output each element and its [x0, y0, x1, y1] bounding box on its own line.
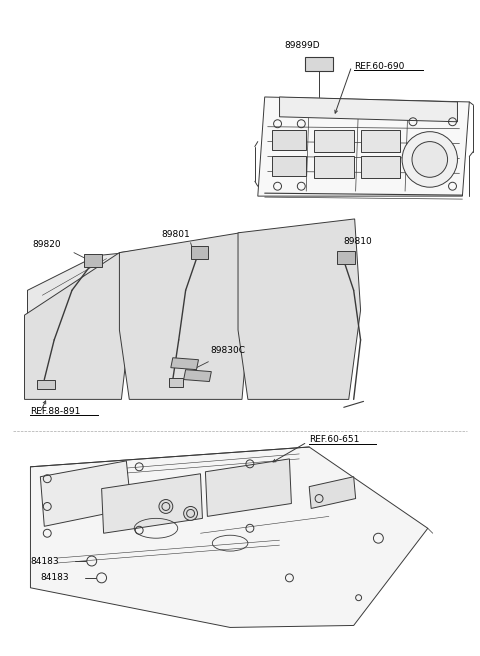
Polygon shape	[120, 239, 248, 330]
Polygon shape	[24, 253, 129, 400]
Polygon shape	[238, 219, 360, 400]
Polygon shape	[27, 253, 139, 340]
Text: REF.60-651: REF.60-651	[309, 435, 360, 444]
Polygon shape	[238, 229, 354, 330]
Bar	[305, 57, 333, 72]
Circle shape	[402, 132, 457, 187]
Circle shape	[412, 142, 447, 177]
Text: REF.88-891: REF.88-891	[30, 407, 81, 417]
Polygon shape	[30, 447, 428, 627]
Text: 89830C: 89830C	[210, 346, 245, 355]
Bar	[314, 157, 354, 178]
Circle shape	[159, 499, 173, 514]
Bar	[84, 254, 102, 266]
Bar	[37, 380, 55, 390]
Text: 84183: 84183	[30, 556, 59, 565]
Circle shape	[184, 506, 197, 520]
Text: 89801: 89801	[161, 230, 190, 239]
Polygon shape	[102, 474, 203, 533]
Polygon shape	[309, 477, 356, 508]
Bar	[191, 246, 208, 258]
Polygon shape	[279, 97, 457, 122]
Text: 84183: 84183	[40, 573, 69, 583]
Bar	[360, 157, 400, 178]
Text: 89810: 89810	[344, 237, 372, 246]
Bar	[272, 157, 306, 176]
Bar	[272, 130, 306, 150]
Polygon shape	[258, 97, 469, 196]
Bar	[169, 378, 183, 386]
Text: 89899D: 89899D	[285, 41, 320, 51]
Text: 89820: 89820	[33, 239, 61, 249]
Bar	[314, 130, 354, 152]
Polygon shape	[171, 358, 199, 369]
Bar	[360, 130, 400, 152]
Polygon shape	[205, 459, 291, 516]
Bar	[337, 251, 355, 264]
Polygon shape	[120, 233, 248, 400]
Polygon shape	[40, 461, 131, 526]
Text: REF.60-690: REF.60-690	[354, 62, 404, 72]
Polygon shape	[184, 369, 211, 382]
